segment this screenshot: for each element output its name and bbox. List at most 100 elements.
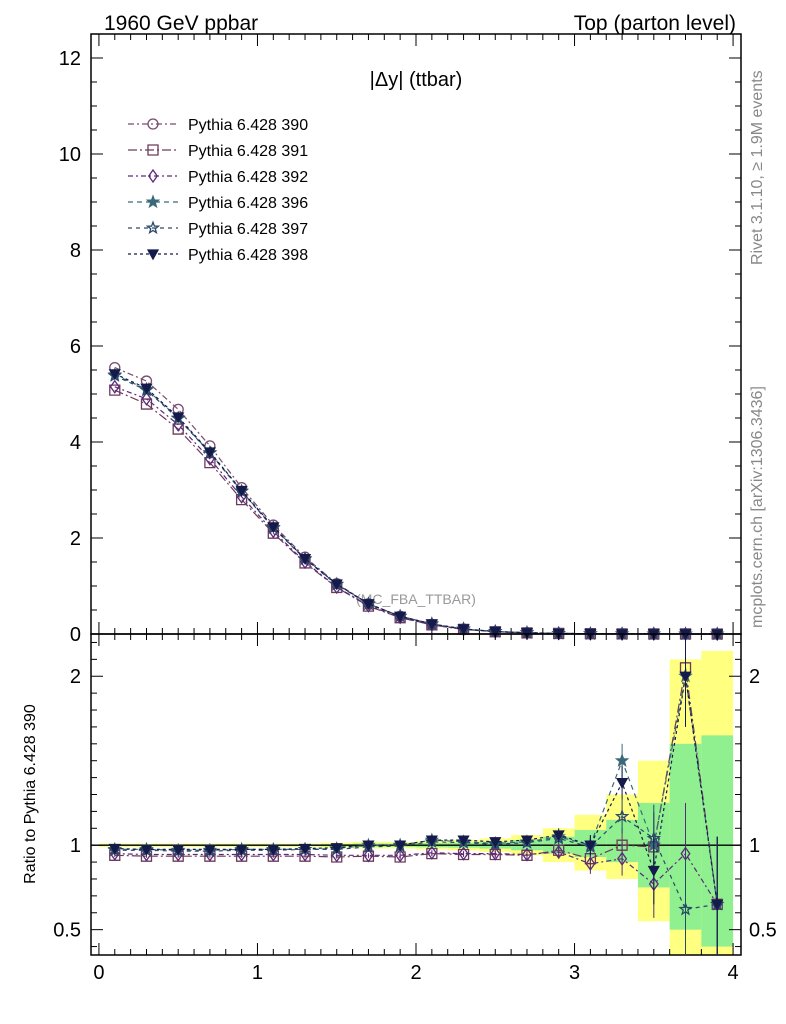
ratio-point [172,844,185,856]
ratio-point [458,846,469,861]
ratio-series-line [114,676,718,905]
ratio-point [425,835,438,847]
ratio-point [457,835,470,847]
ratio-point [552,830,565,842]
data-point [425,619,438,631]
y-tick-label: 10 [59,144,81,166]
ratio-point [615,778,629,790]
y-tick-label: 8 [70,240,81,262]
series-line [114,373,718,635]
ratio-point [614,808,630,823]
y-tick-label: 12 [59,48,81,70]
ratio-point [490,846,501,861]
data-point [648,628,660,640]
ratio-point [267,844,280,856]
ratio-point [711,898,723,910]
data-point [553,627,565,640]
legend-entry: Pythia 6.428 392 [188,169,308,186]
ratio-point [363,848,374,863]
ratio-point [426,845,437,860]
data-point [330,579,343,591]
legend-marker [147,144,159,156]
legend-marker [145,220,161,235]
y-tick-label-right: 1 [749,835,760,857]
legend-marker [146,249,160,261]
ratio-point [711,899,724,911]
data-point [584,628,597,640]
data-point [679,628,692,640]
ratio-point [520,835,534,847]
data-point [141,391,152,406]
ratio-point [616,839,628,851]
data-point [394,611,407,623]
data-point [172,412,185,424]
x-tick-label: 0 [93,962,104,984]
rivet-label: Rivet 3.1.10, ≥ 1.9M events [749,70,766,265]
ratio-point [489,837,502,849]
data-point [109,384,121,396]
ratio-point [362,840,375,852]
data-point [140,383,153,395]
ratio-point [553,844,564,860]
header-left: 1960 GeV ppbar [104,12,258,35]
series-line [114,389,718,635]
data-point [203,447,217,459]
ratio-point [617,851,628,866]
y-tick-label: 2 [70,666,81,688]
data-point [108,369,121,381]
x-tick-label: 3 [569,962,580,984]
legend-entry: Pythia 6.428 391 [188,143,308,160]
data-point [362,599,375,611]
ratio-point [678,901,693,916]
y-tick-label: 2 [70,528,81,550]
ratio-point [679,671,692,683]
ratio-point [584,840,597,852]
ratio-point [140,844,153,856]
ratio-point [647,865,660,877]
ratio-point [330,843,343,855]
data-point [616,628,628,640]
ratio-y-label: Ratio to Pythia 6.428 390 [22,704,39,884]
data-point [109,379,120,394]
legend-marker [147,118,159,130]
ratio-point [584,853,597,865]
data-point [711,628,723,640]
ratio-series-line [114,851,718,905]
data-point [457,624,470,636]
ratio-point [298,843,312,855]
legend-entry: Pythia 6.428 396 [188,195,308,212]
data-point [267,522,280,534]
y-tick-label-right: 0.5 [749,920,777,942]
data-point [204,456,216,469]
y-tick-label: 6 [70,336,81,358]
legend-marker [147,168,159,184]
y-tick-label: 0.5 [53,920,81,942]
ratio-point [203,844,217,856]
data-point [489,626,502,638]
ratio-point [585,856,596,871]
legend-marker [145,194,161,209]
x-tick-label: 1 [252,962,263,984]
ratio-point [235,844,248,856]
ratio-point [395,848,406,863]
header-right: Top (parton level) [574,12,736,35]
main-plot: 0 2 4 6 8 10 12 |Δy| (ttbar) (MC_FBA_TTBAR) Pythi… [59,33,742,646]
y-tick-label-right: 2 [749,666,760,688]
data-point [235,485,248,497]
x-tick-label: 2 [410,962,421,984]
watermark: (MC_FBA_TTBAR) [356,591,476,607]
y-tick-label: 0 [70,624,81,646]
x-tick-label: 4 [728,962,739,984]
ratio-point [614,753,630,767]
legend-entry: Pythia 6.428 390 [188,117,308,134]
y-tick-label: 1 [70,835,81,857]
ratio-point [521,847,533,862]
ratio-plot: 0 1 2 3 4 0.5 0.5 1 1 2 2 Ratio to Pythia 6.428 390 [22,633,777,984]
data-point [298,553,312,565]
ratio-point [108,843,121,855]
legend-entry: Pythia 6.428 397 [188,221,308,238]
ratio-series-line [114,815,718,911]
ratio-point [394,840,407,852]
legend-entry: Pythia 6.428 398 [188,247,308,264]
